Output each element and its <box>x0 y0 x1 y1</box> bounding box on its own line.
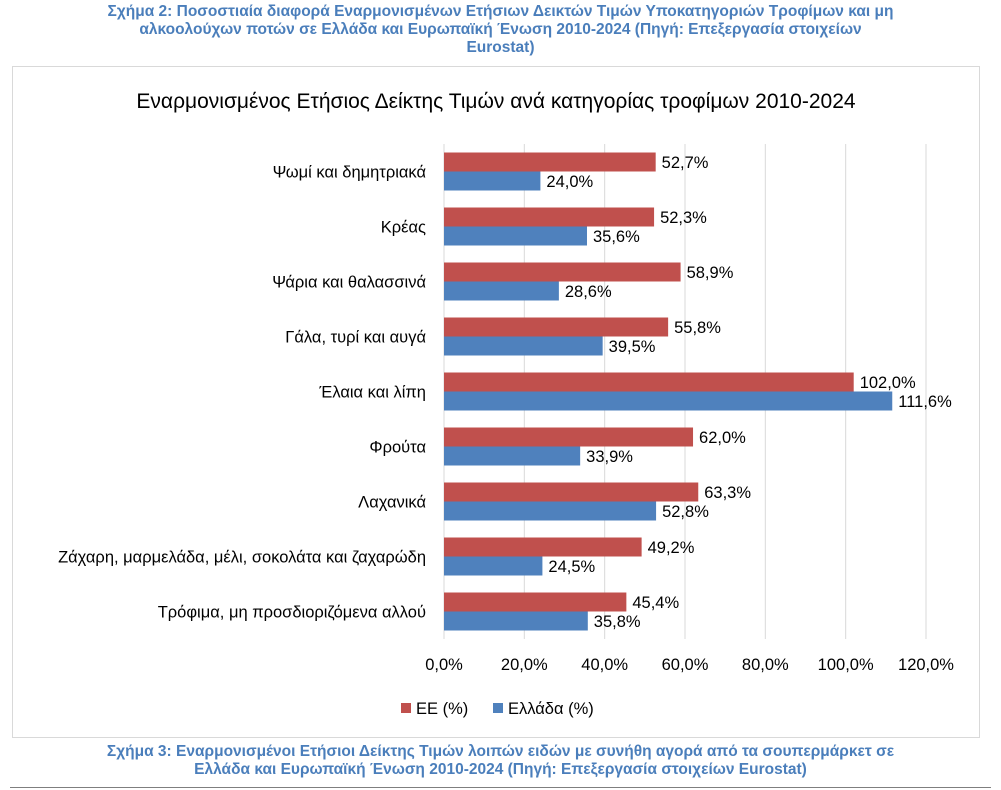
x-tick-label: 80,0% <box>742 656 789 674</box>
bar-ellada <box>444 501 657 521</box>
data-label: 52,8% <box>662 503 709 521</box>
caption-rule <box>10 787 991 788</box>
bar-ee <box>444 372 854 392</box>
x-tick-label: 20,0% <box>501 656 548 674</box>
data-label: 35,6% <box>593 228 640 246</box>
figure-caption-top: Σχήμα 2: Ποσοστιαία διαφορά Εναρμονισμέν… <box>10 3 991 57</box>
bar-ee <box>444 152 656 172</box>
category-label: Τρόφιμα, μη προσδιοριζόμενα αλλού <box>158 604 426 622</box>
data-label: 45,4% <box>632 594 679 612</box>
data-label: 28,6% <box>565 283 612 301</box>
category-label: Ζάχαρη, μαρμελάδα, μέλι, σοκολάτα και ζα… <box>58 549 426 567</box>
caption-line: αλκοολούχων ποτών σε Ελλάδα και Ευρωπαϊκ… <box>139 21 862 38</box>
bar-ellada <box>444 446 581 466</box>
data-label: 58,9% <box>687 264 734 282</box>
legend-swatch-ee <box>401 703 411 713</box>
data-label: 24,0% <box>546 173 593 191</box>
x-tick-label: 40,0% <box>581 656 628 674</box>
x-tick-label: 60,0% <box>662 656 709 674</box>
bar-ellada <box>444 391 893 411</box>
data-label: 24,5% <box>548 558 595 576</box>
bar-ellada <box>444 611 588 631</box>
bar-ee <box>444 592 627 612</box>
chart-title: Εναρμονισμένος Ετήσιος Δείκτης Τιμών ανά… <box>136 90 855 113</box>
category-label: Ψάρια και θαλασσινά <box>272 274 426 292</box>
data-label: 35,8% <box>594 613 641 631</box>
category-label: Φρούτα <box>369 439 426 457</box>
legend-label: ΕΕ (%) <box>416 700 468 718</box>
legend-swatch-ellada <box>493 703 503 713</box>
data-label: 102,0% <box>860 374 916 392</box>
caption-line: Ελλάδα και Ευρωπαϊκή Ένωση 2010-2024 (Πη… <box>194 761 807 778</box>
bar-ee <box>444 207 655 227</box>
x-tick-label: 120,0% <box>898 656 954 674</box>
category-label: Ψωμί και δημητριακά <box>273 164 427 182</box>
data-label: 52,3% <box>660 209 707 227</box>
bar-chart: Εναρμονισμένος Ετήσιος Δείκτης Τιμών ανά… <box>58 90 954 718</box>
category-label: Έλαια και λίπη <box>318 384 426 402</box>
chart-frame: Εναρμονισμένος Ετήσιος Δείκτης Τιμών ανά… <box>12 66 980 738</box>
bar-ellada <box>444 336 603 356</box>
caption-line: Eurostat) <box>466 39 535 56</box>
bar-ellada <box>444 226 587 246</box>
data-label: 33,9% <box>586 448 633 466</box>
data-label: 49,2% <box>648 539 695 557</box>
category-label: Γάλα, τυρί και αυγά <box>285 329 426 347</box>
data-label: 111,6% <box>898 393 952 411</box>
data-label: 39,5% <box>609 338 656 356</box>
bar-ee <box>444 427 694 447</box>
bar-ellada <box>444 281 559 301</box>
caption-line: Σχήμα 2: Ποσοστιαία διαφορά Εναρμονισμέν… <box>107 3 894 20</box>
bar-ee <box>444 537 642 557</box>
category-label: Λαχανικά <box>358 494 426 512</box>
bar-ellada <box>444 171 541 191</box>
data-label: 62,0% <box>699 429 746 447</box>
data-label: 52,7% <box>662 154 709 172</box>
data-label: 63,3% <box>704 484 751 502</box>
bar-ellada <box>444 556 543 576</box>
legend-label: Ελλάδα (%) <box>508 700 594 718</box>
caption-line: Σχήμα 3: Εναρμονισμένοι Ετήσιοι Δείκτης … <box>106 743 895 760</box>
bar-ee <box>444 482 699 502</box>
x-tick-label: 100,0% <box>818 656 874 674</box>
bar-ee <box>444 262 681 282</box>
data-label: 55,8% <box>674 319 721 337</box>
bar-ee <box>444 317 669 337</box>
x-tick-label: 0,0% <box>425 656 463 674</box>
category-label: Κρέας <box>381 219 426 237</box>
figure-caption-bottom: Σχήμα 3: Εναρμονισμένοι Ετήσιοι Δείκτης … <box>10 743 991 779</box>
